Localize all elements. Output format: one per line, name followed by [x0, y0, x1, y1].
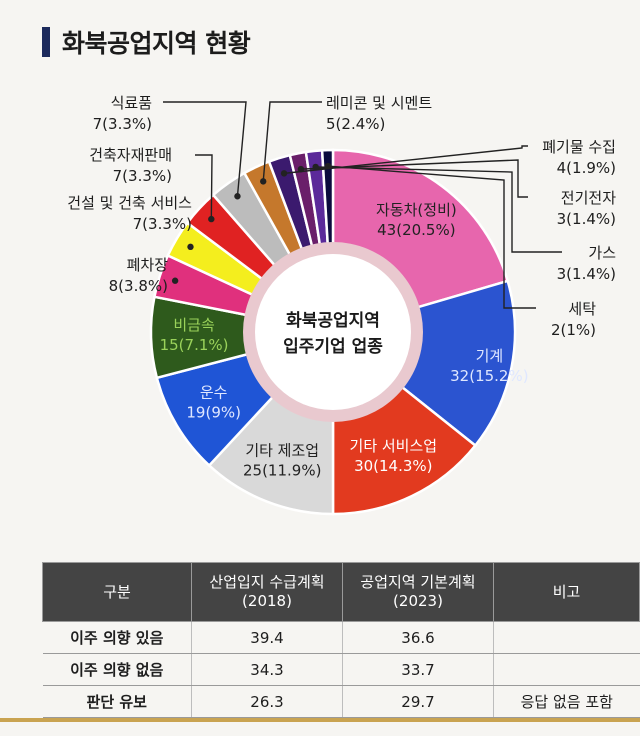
col-header-2023: 공업지역 기본계획 (2023)	[342, 562, 494, 622]
row-label: 판단 유보	[42, 685, 192, 718]
leader-dot	[297, 165, 305, 173]
slice-label: 기계	[476, 347, 504, 365]
leader-dot	[324, 162, 332, 170]
slice-label: 세탁	[568, 300, 596, 318]
slice-value-label: 30(14.3%)	[354, 457, 432, 475]
leader-line	[327, 165, 536, 309]
leader-dot	[187, 243, 194, 251]
slice-label: 비금속	[173, 316, 215, 334]
slice-label: 레미콘 및 시멘트	[326, 94, 432, 112]
cell-2023: 29.7	[342, 685, 494, 718]
col-header-note: 비고	[493, 562, 640, 622]
table-row: 이주 의향 있음 39.4 36.6	[42, 621, 640, 654]
slice-label: 기타 서비스업	[350, 437, 438, 455]
page-title: 화북공업지역 현황	[62, 29, 251, 58]
table-row: 판단 유보 26.3 29.7 응답 없음 포함	[42, 685, 640, 718]
slice-value-label: 5(2.4%)	[326, 115, 385, 133]
row-label: 이주 의향 있음	[42, 621, 192, 654]
cell-note: 응답 없음 포함	[493, 685, 640, 718]
slice-label: 식료품	[111, 94, 152, 112]
table-header-row: 구분 산업입지 수급계획 (2018) 공업지역 기본계획 (2023) 비고	[42, 562, 640, 622]
slice-label: 자동차(정비)	[376, 201, 457, 219]
slice-value-label: 7(3.3%)	[113, 167, 172, 185]
slice-value-label: 25(11.9%)	[243, 461, 321, 479]
center-label-line: 입주기업 업종	[283, 337, 383, 357]
title-accent-bar	[42, 27, 50, 57]
table-row: 이주 의향 없음 34.3 33.7	[42, 653, 640, 686]
col-header-2018: 산업입지 수급계획 (2018)	[191, 562, 343, 622]
slice-value-label: 7(3.3%)	[133, 215, 192, 233]
col-header-category: 구분	[42, 562, 192, 622]
cell-2018: 39.4	[191, 621, 343, 654]
migration-table: 구분 산업입지 수급계획 (2018) 공업지역 기본계획 (2023) 비고 이주…	[42, 562, 640, 718]
slice-value-label: 3(1.4%)	[557, 265, 616, 283]
cell-2023: 33.7	[342, 653, 494, 686]
cell-2018: 34.3	[191, 653, 343, 686]
slice-label: 운수	[200, 383, 228, 401]
leader-dot	[280, 170, 288, 177]
slice-value-label: 32(15.2%)	[450, 367, 528, 385]
slice-label: 기타 제조업	[245, 441, 319, 459]
slice-value-label: 4(1.9%)	[557, 159, 616, 177]
leader-line	[300, 159, 528, 198]
slice-value-label: 7(3.3%)	[93, 115, 152, 133]
leader-line	[283, 145, 528, 175]
bottom-divider	[0, 718, 640, 722]
slice-label: 폐차장	[127, 256, 169, 274]
slice-value-label: 3(1.4%)	[557, 210, 616, 228]
leader-line	[195, 154, 213, 220]
slice-value-label: 43(20.5%)	[377, 221, 455, 239]
leader-dot	[171, 277, 179, 284]
slice-label: 건설 및 건축 서비스	[67, 194, 192, 212]
cell-2018: 26.3	[191, 685, 343, 718]
cell-note	[493, 653, 640, 686]
slice-value-label: 15(7.1%)	[160, 336, 229, 354]
row-label: 이주 의향 없음	[42, 653, 192, 686]
slice-value-label: 19(9%)	[186, 403, 241, 421]
center-disc	[255, 254, 411, 410]
leader-dot	[312, 163, 319, 171]
title-block: 화북공업지역 현황	[42, 24, 251, 60]
leader-line	[315, 166, 562, 253]
cell-note	[493, 621, 640, 654]
slice-label: 가스	[588, 244, 616, 262]
slice-label: 건축자재판매	[89, 146, 172, 164]
center-label-line: 화북공업지역	[286, 311, 380, 331]
leader-line	[163, 101, 247, 197]
slice-value-label: 8(3.8%)	[109, 277, 168, 295]
slice-value-label: 2(1%)	[551, 321, 596, 339]
cell-2023: 36.6	[342, 621, 494, 654]
slice-label: 폐기물 수집	[542, 138, 616, 156]
leader-line	[262, 101, 322, 182]
slice-label: 전기전자	[561, 189, 616, 207]
